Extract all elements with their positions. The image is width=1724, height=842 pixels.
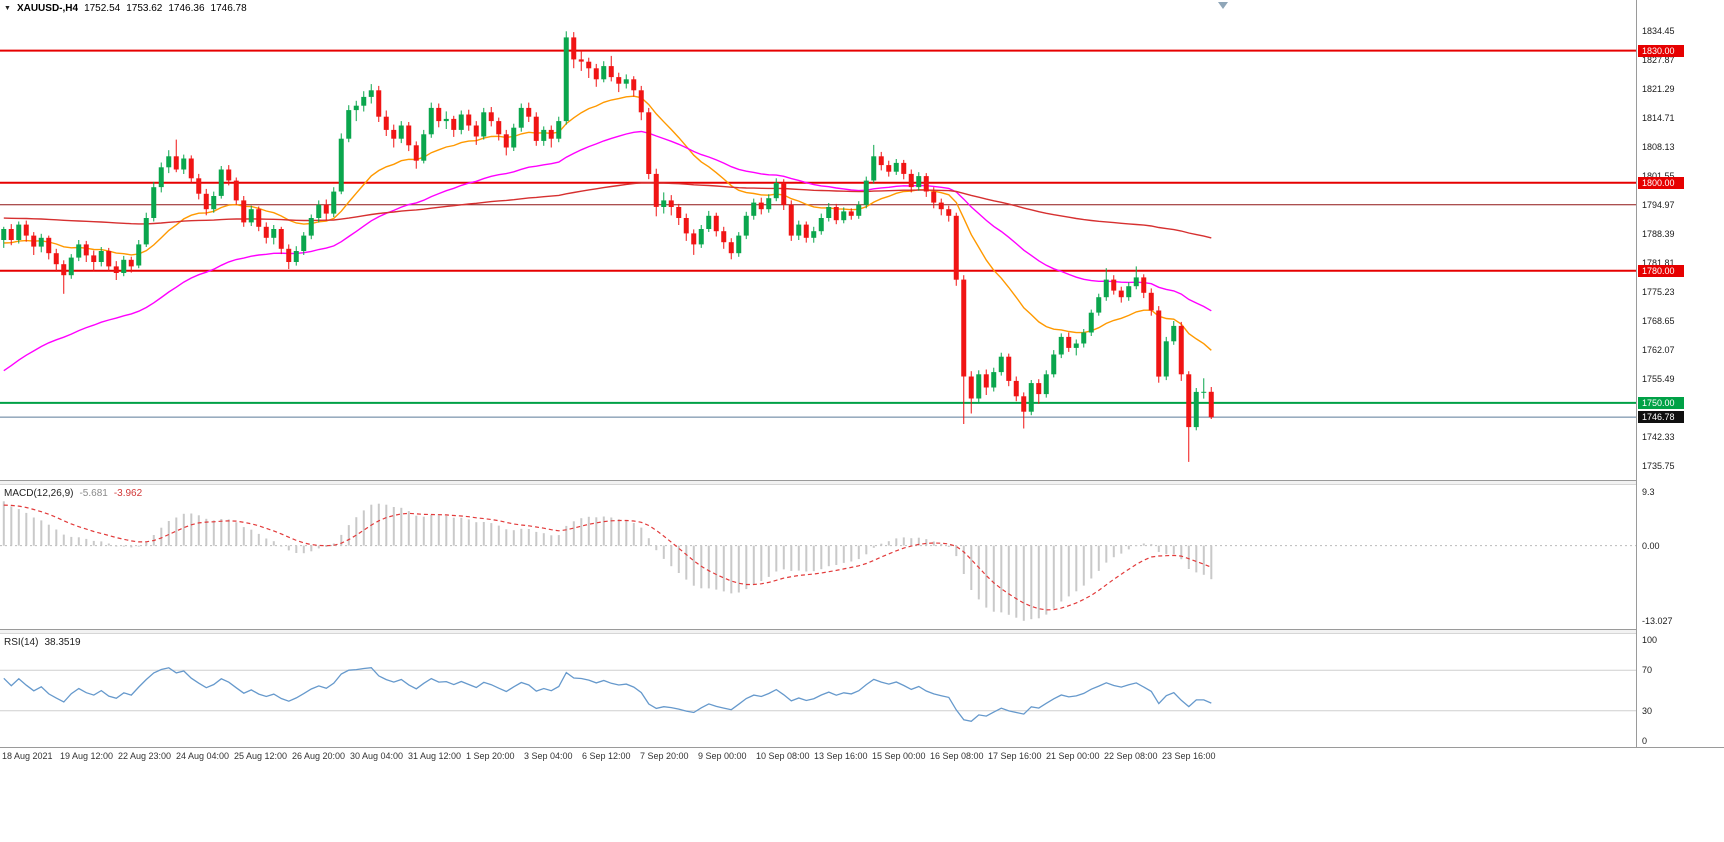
price-tick-label: 1834.45: [1642, 26, 1675, 36]
quote-low: 1746.36: [168, 3, 205, 14]
time-tick-label: 31 Aug 12:00: [408, 751, 462, 761]
price-chart-canvas[interactable]: [0, 0, 1636, 480]
quote-close: 1746.78: [210, 3, 247, 14]
rsi-scale-label: 100: [1642, 635, 1658, 645]
candlesticks-up: [1, 31, 1207, 431]
macd-signal-line: [3, 504, 1212, 611]
macd-scale-label: 0.00: [1642, 540, 1660, 551]
price-tick-label: 1755.49: [1642, 373, 1675, 384]
price-tick-label: 1808.13: [1642, 142, 1675, 152]
price-tick-label: 1821.29: [1642, 84, 1675, 94]
time-tick-label: 9 Sep 00:00: [698, 751, 747, 761]
price-tick-label: 1742.33: [1642, 431, 1675, 442]
pane-separator[interactable]: [0, 480, 1724, 485]
price-tick-label: 1768.65: [1642, 315, 1675, 326]
time-tick-label: 3 Sep 04:00: [524, 751, 573, 761]
time-tick-label: 10 Sep 08:00: [756, 751, 810, 761]
ma-slow-red: [3, 181, 1212, 239]
ma-mid-magenta: [3, 130, 1212, 372]
rsi-scale-label: 0: [1642, 736, 1648, 746]
price-tick-label: 1735.75: [1642, 460, 1675, 471]
price-line-badge: 1830.00: [1638, 44, 1684, 57]
candlesticks-down: [8, 32, 1214, 462]
chart-shift-marker-icon[interactable]: [1218, 2, 1228, 9]
macd-scale-label: -13.027: [1642, 616, 1673, 626]
time-tick-label: 24 Aug 04:00: [176, 751, 230, 761]
macd-histogram: [2, 501, 1213, 621]
time-tick-label: 7 Sep 20:00: [640, 751, 689, 761]
price-tick-label: 1781.81: [1642, 257, 1675, 268]
price-tick-label: 1814.71: [1642, 113, 1675, 123]
time-tick-label: 30 Aug 04:00: [350, 751, 404, 761]
time-tick-label: 22 Sep 08:00: [1104, 751, 1158, 761]
price-tick-label: 1788.39: [1642, 228, 1675, 239]
pane-separator[interactable]: [0, 629, 1724, 634]
price-line-badge: 1800.00: [1638, 176, 1684, 189]
rsi-line: [3, 667, 1212, 722]
quote-open: 1752.54: [84, 3, 121, 14]
macd-header: MACD(12,26,9) -5.681 -3.962: [4, 488, 142, 499]
price-tick-label: 1801.55: [1642, 171, 1675, 182]
time-tick-label: 15 Sep 00:00: [872, 751, 926, 761]
rsi-pane[interactable]: RSI(14) 38.3519: [0, 634, 1724, 747]
time-tick-label: 22 Aug 23:00: [118, 751, 172, 761]
price-scale[interactable]: 1834.45 1827.87 1821.29 1814.71 1808.13 1801.…: [1636, 0, 1724, 747]
macd-pane[interactable]: MACD(12,26,9) -5.681 -3.962: [0, 485, 1724, 629]
price-tick-label: 1762.07: [1642, 344, 1675, 355]
time-tick-label: 17 Sep 16:00: [988, 751, 1042, 761]
time-tick-label: 18 Aug 2021: [2, 751, 53, 761]
macd-chart-canvas[interactable]: [0, 485, 1636, 629]
quote-high: 1753.62: [126, 3, 163, 14]
chart-header: ▼ XAUUSD-,H4 1752.54 1753.62 1746.36 174…: [4, 3, 247, 14]
rsi-value: 38.3519: [44, 637, 81, 648]
rsi-label: RSI(14): [4, 637, 39, 648]
price-line-badge: 1780.00: [1638, 264, 1684, 277]
price-line-badge: 1746.78: [1638, 411, 1684, 424]
price-line-badge: 1750.00: [1638, 396, 1684, 409]
time-tick-label: 21 Sep 00:00: [1046, 751, 1100, 761]
macd-scale-label: 9.3: [1642, 487, 1655, 497]
time-tick-label: 19 Aug 12:00: [60, 751, 114, 761]
price-tick-label: 1794.97: [1642, 199, 1675, 210]
rsi-scale-label: 70: [1642, 665, 1653, 676]
macd-value-signal: -3.962: [113, 488, 143, 499]
macd-label: MACD(12,26,9): [4, 488, 74, 499]
time-tick-label: 1 Sep 20:00: [466, 751, 515, 761]
time-tick-label: 16 Sep 08:00: [930, 751, 984, 761]
time-tick-label: 26 Aug 20:00: [292, 751, 346, 761]
time-axis[interactable]: 18 Aug 2021 19 Aug 12:00 22 Aug 23:00 24 Au…: [0, 747, 1724, 842]
rsi-chart-canvas[interactable]: [0, 634, 1636, 747]
macd-value-main: -5.681: [79, 488, 108, 499]
price-pane[interactable]: ▼ XAUUSD-,H4 1752.54 1753.62 1746.36 174…: [0, 0, 1724, 480]
price-tick-label: 1775.23: [1642, 286, 1675, 297]
time-tick-label: 6 Sep 12:00: [582, 751, 631, 761]
price-tick-label: 1827.87: [1642, 55, 1675, 65]
symbol-period-label: XAUUSD-,H4: [16, 3, 79, 14]
symbol-dropdown-icon[interactable]: ▼: [4, 5, 11, 12]
time-tick-label: 25 Aug 12:00: [234, 751, 288, 761]
ma-fast-orange: [3, 95, 1212, 351]
time-tick-label: 13 Sep 16:00: [814, 751, 868, 761]
rsi-scale-label: 30: [1642, 705, 1653, 716]
rsi-header: RSI(14) 38.3519: [4, 637, 81, 648]
time-tick-label: 23 Sep 16:00: [1162, 751, 1216, 761]
